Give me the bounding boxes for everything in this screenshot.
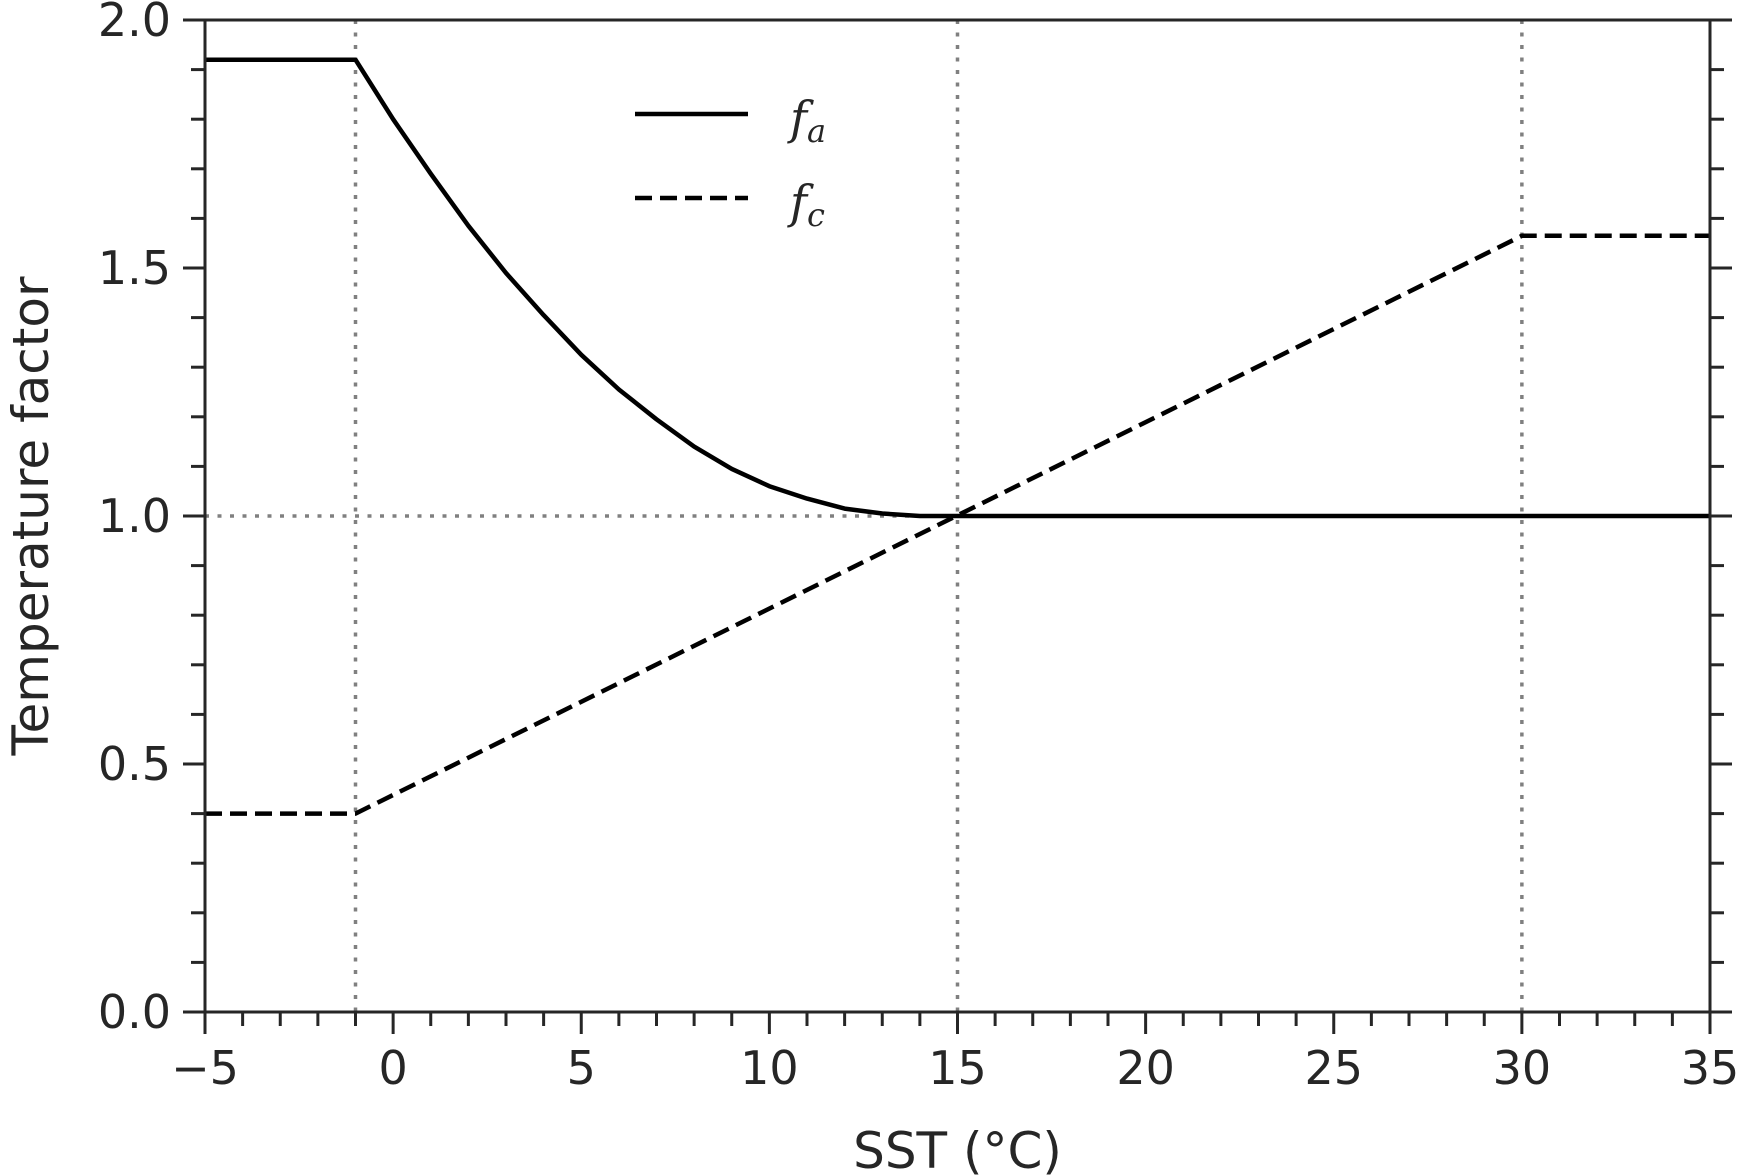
- tick-labels-layer: −5 0 5 10 15 20 25 30 35 0.0 0.5 1.0 1.5 2.0: [98, 0, 1739, 1095]
- x-tick-label: 0: [378, 1041, 407, 1095]
- ticks-layer: [183, 18, 1732, 1034]
- x-tick-label: 10: [740, 1041, 799, 1095]
- y-tick-label: 2.0: [98, 0, 171, 47]
- x-axis-label: SST (°C): [853, 1122, 1062, 1176]
- x-tick-label: 35: [1681, 1041, 1740, 1095]
- legend-label-fa: fa: [787, 91, 826, 150]
- x-tick-label: 25: [1304, 1041, 1363, 1095]
- y-tick-label: 1.0: [98, 489, 171, 543]
- x-tick-label: 30: [1493, 1041, 1552, 1095]
- series-line-fa: [205, 57, 1710, 519]
- plot-frame: [203, 18, 1712, 1014]
- x-tick-label: 5: [567, 1041, 596, 1095]
- legend: fa fc: [635, 91, 826, 234]
- legend-label-fc: fc: [787, 175, 825, 234]
- x-tick-label: 15: [928, 1041, 987, 1095]
- y-axis-label: Temperature factor: [2, 276, 60, 757]
- y-tick-label: 0.5: [98, 737, 171, 791]
- x-tick-label: 20: [1116, 1041, 1175, 1095]
- y-tick-label: 0.0: [98, 985, 171, 1039]
- y-tick-label: 1.5: [98, 241, 171, 295]
- series-layer: [205, 57, 1710, 816]
- x-tick-label: −5: [171, 1041, 239, 1095]
- series-line-fc: [205, 233, 1710, 816]
